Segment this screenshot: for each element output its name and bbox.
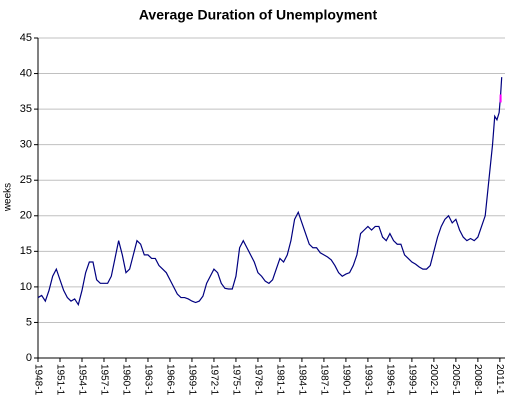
x-tick-label: 1975-1 xyxy=(230,364,241,396)
chart-title: Average Duration of Unemployment xyxy=(139,7,378,23)
y-tick-label: 5 xyxy=(26,316,32,328)
y-tick-label: 45 xyxy=(20,32,32,44)
y-tick-label: 10 xyxy=(20,281,32,293)
x-tick-label: 1954-1 xyxy=(76,364,87,396)
y-tick-label: 15 xyxy=(20,245,32,257)
y-tick-label: 40 xyxy=(20,67,32,79)
x-tick-label: 1960-1 xyxy=(120,364,131,396)
x-tick-label: 1957-1 xyxy=(98,364,109,396)
x-tick-label: 1996-1 xyxy=(384,364,395,396)
x-tick-label: 1987-1 xyxy=(318,364,329,396)
y-tick-label: 0 xyxy=(26,352,32,364)
x-tick-label: 1990-1 xyxy=(340,364,351,396)
x-tick-label: 2002-1 xyxy=(428,364,439,396)
y-tick-label: 25 xyxy=(20,174,32,186)
x-tick-label: 1972-1 xyxy=(208,364,219,396)
y-tick-label: 20 xyxy=(20,210,32,222)
x-tick-label: 1984-1 xyxy=(296,364,307,396)
x-tick-label: 1969-1 xyxy=(186,364,197,396)
y-tick-label: 35 xyxy=(20,103,32,115)
y-tick-label: 30 xyxy=(20,139,32,151)
x-tick-label: 1963-1 xyxy=(142,364,153,396)
x-tick-label: 1978-1 xyxy=(252,364,263,396)
x-tick-label: 2005-1 xyxy=(450,364,461,396)
x-tick-label: 1966-1 xyxy=(164,364,175,396)
x-tick-label: 1981-1 xyxy=(274,364,285,396)
x-tick-label: 1948-1 xyxy=(32,364,43,396)
x-tick-label: 2011-1 xyxy=(494,364,505,395)
data-line xyxy=(37,77,503,307)
x-tick-label: 1951-1 xyxy=(54,364,65,396)
x-tick-label: 1999-1 xyxy=(406,364,417,396)
x-tick-label: 2008-1 xyxy=(472,364,483,396)
x-tick-label: 1993-1 xyxy=(362,364,373,396)
y-axis-label: weeks xyxy=(3,183,14,212)
